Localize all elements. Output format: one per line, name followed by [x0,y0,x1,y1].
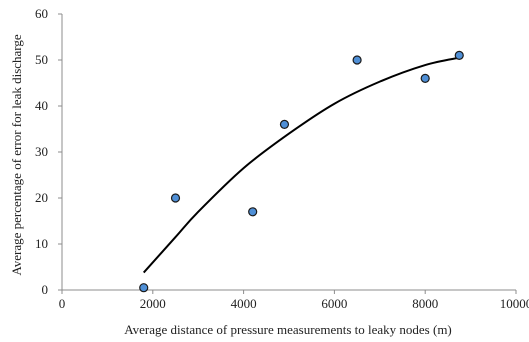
axes [58,13,517,294]
y-axis-title: Average percentage of error for leak dis… [9,34,24,276]
y-tick-label: 30 [35,144,48,159]
x-tick-label: 4000 [231,296,257,311]
data-point [170,193,181,203]
trendline [142,56,460,274]
x-tick-label: 0 [59,296,66,311]
data-point [279,119,290,130]
y-tick-label: 60 [35,6,48,21]
x-tick-label: 8000 [412,296,438,311]
y-tick-label: 0 [42,282,49,297]
x-tick-label: 10000 [500,296,529,311]
data-point [352,55,362,65]
data-point [139,283,149,293]
data-point [420,73,430,84]
tick-labels: 0 2000 4000 6000 8000 10000 0 10 20 30 40 50 60 [35,6,529,311]
data-points [139,50,464,293]
data-point [248,207,258,217]
data-point [454,50,464,61]
y-tick-label: 40 [35,98,48,113]
x-axis-title: Average distance of pressure measurement… [124,322,452,337]
trendline-group [142,56,460,274]
y-tick-label: 20 [35,190,48,205]
x-tick-label: 2000 [140,296,166,311]
y-tick-label: 50 [35,52,48,67]
y-tick-label: 10 [35,236,48,251]
x-tick-label: 6000 [321,296,347,311]
